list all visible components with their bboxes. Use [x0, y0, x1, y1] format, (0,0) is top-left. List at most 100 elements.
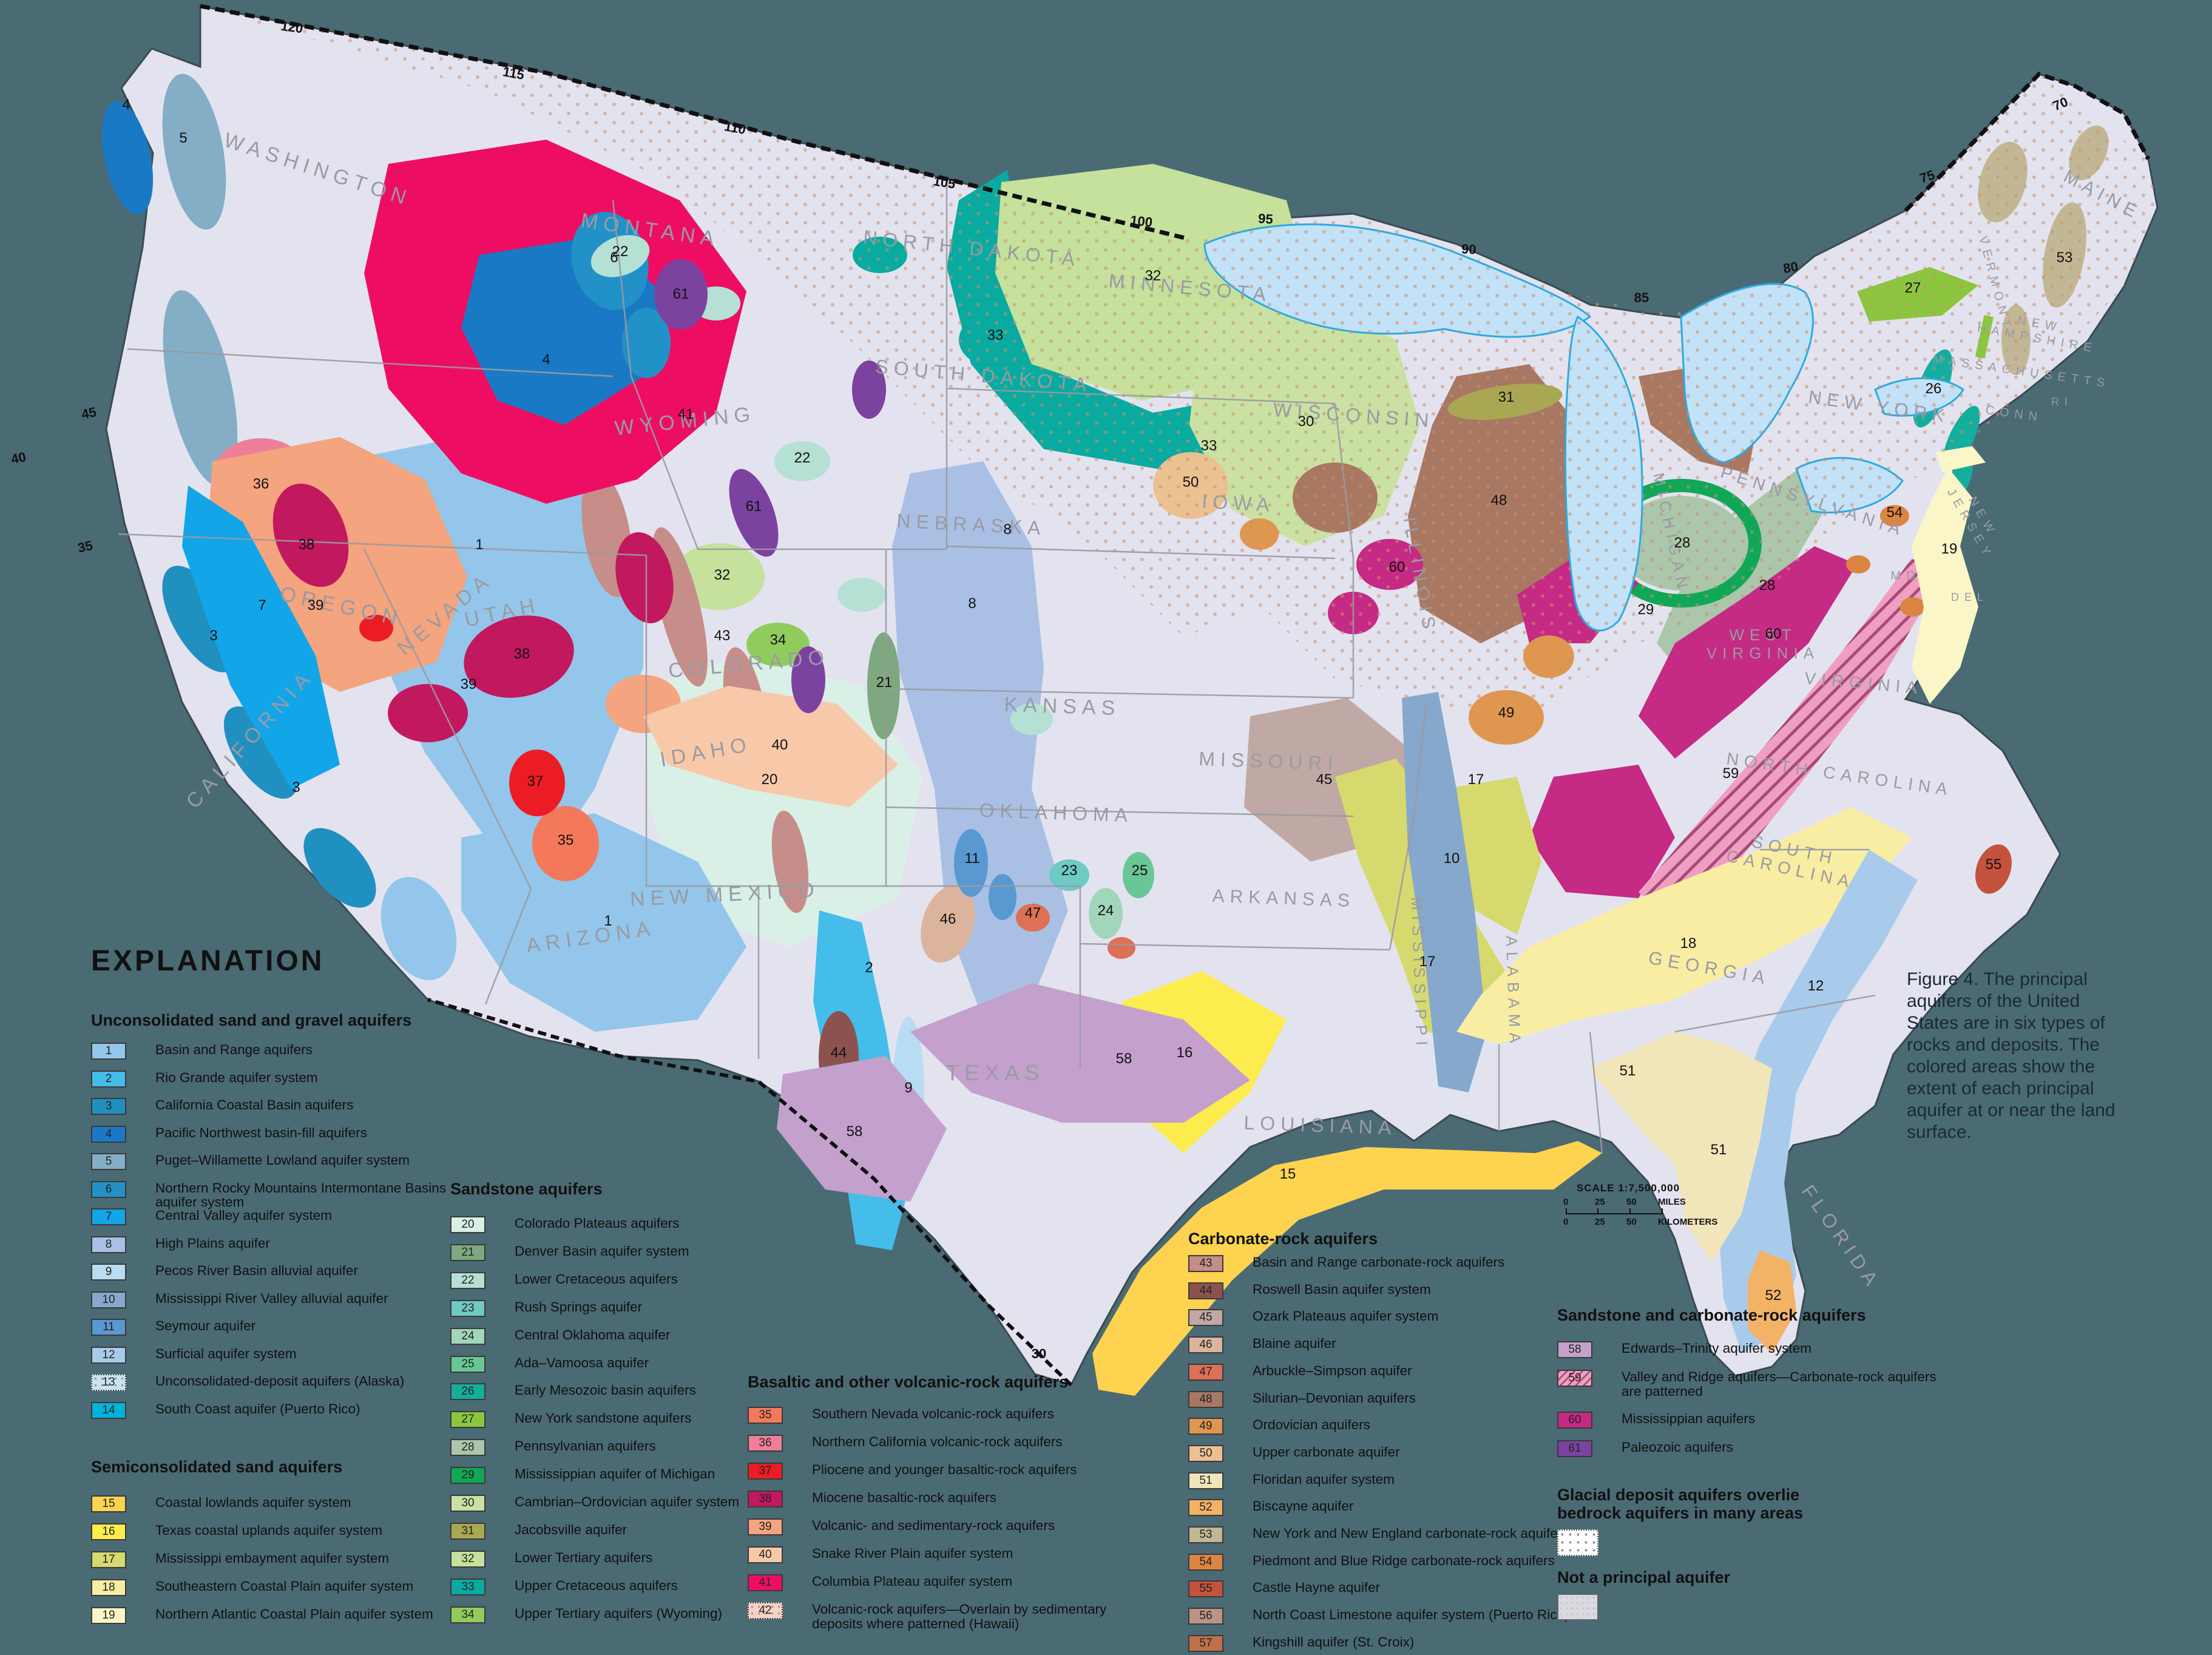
map-label: 24	[1098, 902, 1114, 919]
legend-label-50: Upper carbonate aquifer	[1253, 1444, 1400, 1460]
legend-item-25: 25 Ada–Vamoosa aquifer	[450, 1355, 649, 1373]
legend-swatch-49: 49	[1188, 1418, 1223, 1435]
map-label: OKLAHOMA	[979, 799, 1133, 827]
map-label: 43	[714, 628, 731, 644]
legend-label-42: Volcanic-rock aquifers—Overlain by sedim…	[812, 1602, 1107, 1631]
legend-swatch-20: 20	[450, 1216, 485, 1233]
legend-swatch-31: 31	[450, 1522, 485, 1540]
legend-item-45: 45 Ozark Plateaus aquifer system	[1188, 1309, 1438, 1327]
legend-label-61: Paleozoic aquifers	[1622, 1440, 1733, 1455]
legend-swatch-34: 34	[450, 1606, 485, 1623]
legend-swatch-57: 57	[1188, 1634, 1223, 1652]
legend-label-53: New York and New England carbonate-rock …	[1253, 1526, 1569, 1541]
legend-item-26: 26 Early Mesozoic basin aquifers	[450, 1383, 696, 1401]
map-label: 10	[1444, 850, 1460, 867]
map-label: 37	[527, 773, 544, 790]
legend-item-59: 59 Valley and Ridge aquifers—Carbonate-ro…	[1557, 1370, 1949, 1398]
legend-item-60: 60 Mississippian aquifers	[1557, 1412, 1755, 1429]
map-label: DEL	[1951, 591, 1989, 603]
legend-label-31: Jacobsville aquifer	[515, 1521, 627, 1537]
legend-label-17: Mississippi embayment aquifer system	[155, 1551, 390, 1566]
map-label: 53	[2057, 249, 2073, 266]
map-label: 16	[1177, 1044, 1193, 1061]
map-label: 22	[612, 243, 629, 260]
legend-swatch-5: 5	[91, 1153, 126, 1170]
legend-swatch-47: 47	[1188, 1363, 1223, 1381]
legend-swatch-56: 56	[1188, 1608, 1223, 1625]
state-borders	[118, 182, 1876, 1154]
legend-label-22: Lower Cretaceous aquifers	[515, 1271, 678, 1287]
legend-item-43: 43 Basin and Range carbonate-rock aquifer…	[1188, 1255, 1504, 1272]
legend-label-26: Early Mesozoic basin aquifers	[515, 1383, 696, 1398]
legend-item-38: 38 Miocene basaltic-rock aquifers	[748, 1491, 996, 1508]
legend-section-heading: Basaltic and other volcanic-rock aquifer…	[748, 1373, 1069, 1391]
legend-item-53: 53 New York and New England carbonate-roc…	[1188, 1526, 1569, 1543]
scale-km-labels: 0 25 50 KILOMETERS	[1563, 1217, 1718, 1227]
legend-swatch-39: 39	[748, 1518, 783, 1535]
map-label: 17	[1468, 771, 1484, 788]
not-principal-swatch	[1557, 1594, 1598, 1620]
legend-label-49: Ordovician aquifers	[1253, 1417, 1370, 1433]
map-label: 29	[1638, 601, 1654, 618]
legend-swatch-53: 53	[1188, 1526, 1223, 1543]
map-label: 58	[1116, 1051, 1132, 1067]
legend-label-40: Snake River Plain aquifer system	[812, 1546, 1013, 1561]
map-label: 38	[299, 536, 315, 553]
legend-item-61: 61 Paleozoic aquifers	[1557, 1440, 1733, 1457]
glacial-deposit-overlay	[200, 6, 2157, 716]
legend-item-9: 9 Pecos River Basin alluvial aquifer	[91, 1264, 358, 1281]
legend-swatch-54: 54	[1188, 1553, 1223, 1571]
legend-item-13: 13 Unconsolidated-deposit aquifers (Alask…	[91, 1374, 404, 1391]
legend-item-42: 42 Volcanic-rock aquifers—Overlain by sed…	[748, 1602, 1140, 1631]
map-label: 59	[1723, 765, 1739, 782]
legend-label-32: Lower Tertiary aquifers	[515, 1549, 653, 1565]
legend-item-40: 40 Snake River Plain aquifer system	[748, 1546, 1013, 1563]
map-label: 44	[831, 1044, 847, 1061]
legend-label-37: Pliocene and younger basaltic-rock aquif…	[812, 1462, 1077, 1477]
legend-swatch-58: 58	[1557, 1341, 1592, 1358]
map-label: 30	[1298, 413, 1314, 430]
legend-section-heading: Sandstone aquifers	[450, 1180, 603, 1198]
map-label: 54	[1887, 504, 1903, 521]
legend-item-1: 1 Basin and Range aquifers	[91, 1043, 313, 1060]
legend-label-28: Pennsylvanian aquifers	[515, 1438, 656, 1454]
legend-swatch-27: 27	[450, 1411, 485, 1429]
legend-swatch-26: 26	[450, 1383, 485, 1401]
legend-swatch-12: 12	[91, 1346, 126, 1364]
glacial-note: Glacial deposit aquifers overlie bedrock…	[1557, 1486, 1803, 1556]
legend-item-34: 34 Upper Tertiary aquifers (Wyoming)	[450, 1606, 722, 1623]
map-label: 15	[1280, 1166, 1296, 1182]
legend-label-60: Mississippian aquifers	[1622, 1411, 1756, 1426]
legend-item-44: 44 Roswell Basin aquifer system	[1188, 1282, 1431, 1299]
map-label: 35	[558, 832, 574, 848]
legend-item-57: 57 Kingshill aquifer (St. Croix)	[1188, 1635, 1414, 1652]
legend-swatch-52: 52	[1188, 1499, 1223, 1517]
legend-swatch-43: 43	[1188, 1255, 1223, 1272]
legend-item-47: 47 Arbuckle–Simpson aquifer	[1188, 1364, 1412, 1381]
international-borders	[200, 4, 2151, 1387]
legend-item-36: 36 Northern California volcanic-rock aqui…	[748, 1435, 1063, 1452]
legend-swatch-6: 6	[91, 1180, 126, 1198]
legend-label-35: Southern Nevada volcanic-rock aquifers	[812, 1406, 1054, 1421]
map-label: MISSOURI	[1199, 748, 1339, 774]
map-label: 1	[604, 913, 612, 929]
map-label: ALABAMA	[1503, 935, 1524, 1049]
legend-item-46: 46 Blaine aquifer	[1188, 1336, 1336, 1354]
legend-section-sandstone: Sandstone aquifers 20 Colorado Plateaus aq…	[450, 1180, 875, 1653]
legend-swatch-60: 60	[1557, 1412, 1592, 1429]
legend-swatch-61: 61	[1557, 1440, 1592, 1457]
scale-miles-labels: 0 25 50 MILES	[1563, 1197, 1686, 1207]
legend-item-11: 11 Seymour aquifer	[91, 1319, 255, 1336]
legend-item-14: 14 South Coast aquifer (Puerto Rico)	[91, 1401, 360, 1419]
legend-item-58: 58 Edwards–Trinity aquifer system	[1557, 1341, 1811, 1358]
legend-label-46: Blaine aquifer	[1253, 1336, 1336, 1352]
legend-item-3: 3 California Coastal Basin aquifers	[91, 1098, 353, 1115]
map-label: 38	[514, 646, 530, 662]
legend-label-2: Rio Grande aquifer system	[155, 1069, 318, 1085]
map-label: 30	[1032, 1346, 1046, 1361]
legend-swatch-1: 1	[91, 1043, 126, 1060]
map-label: 1	[475, 536, 483, 553]
map-label: 51	[1620, 1063, 1636, 1079]
legend-label-27: New York sandstone aquifers	[515, 1410, 692, 1426]
